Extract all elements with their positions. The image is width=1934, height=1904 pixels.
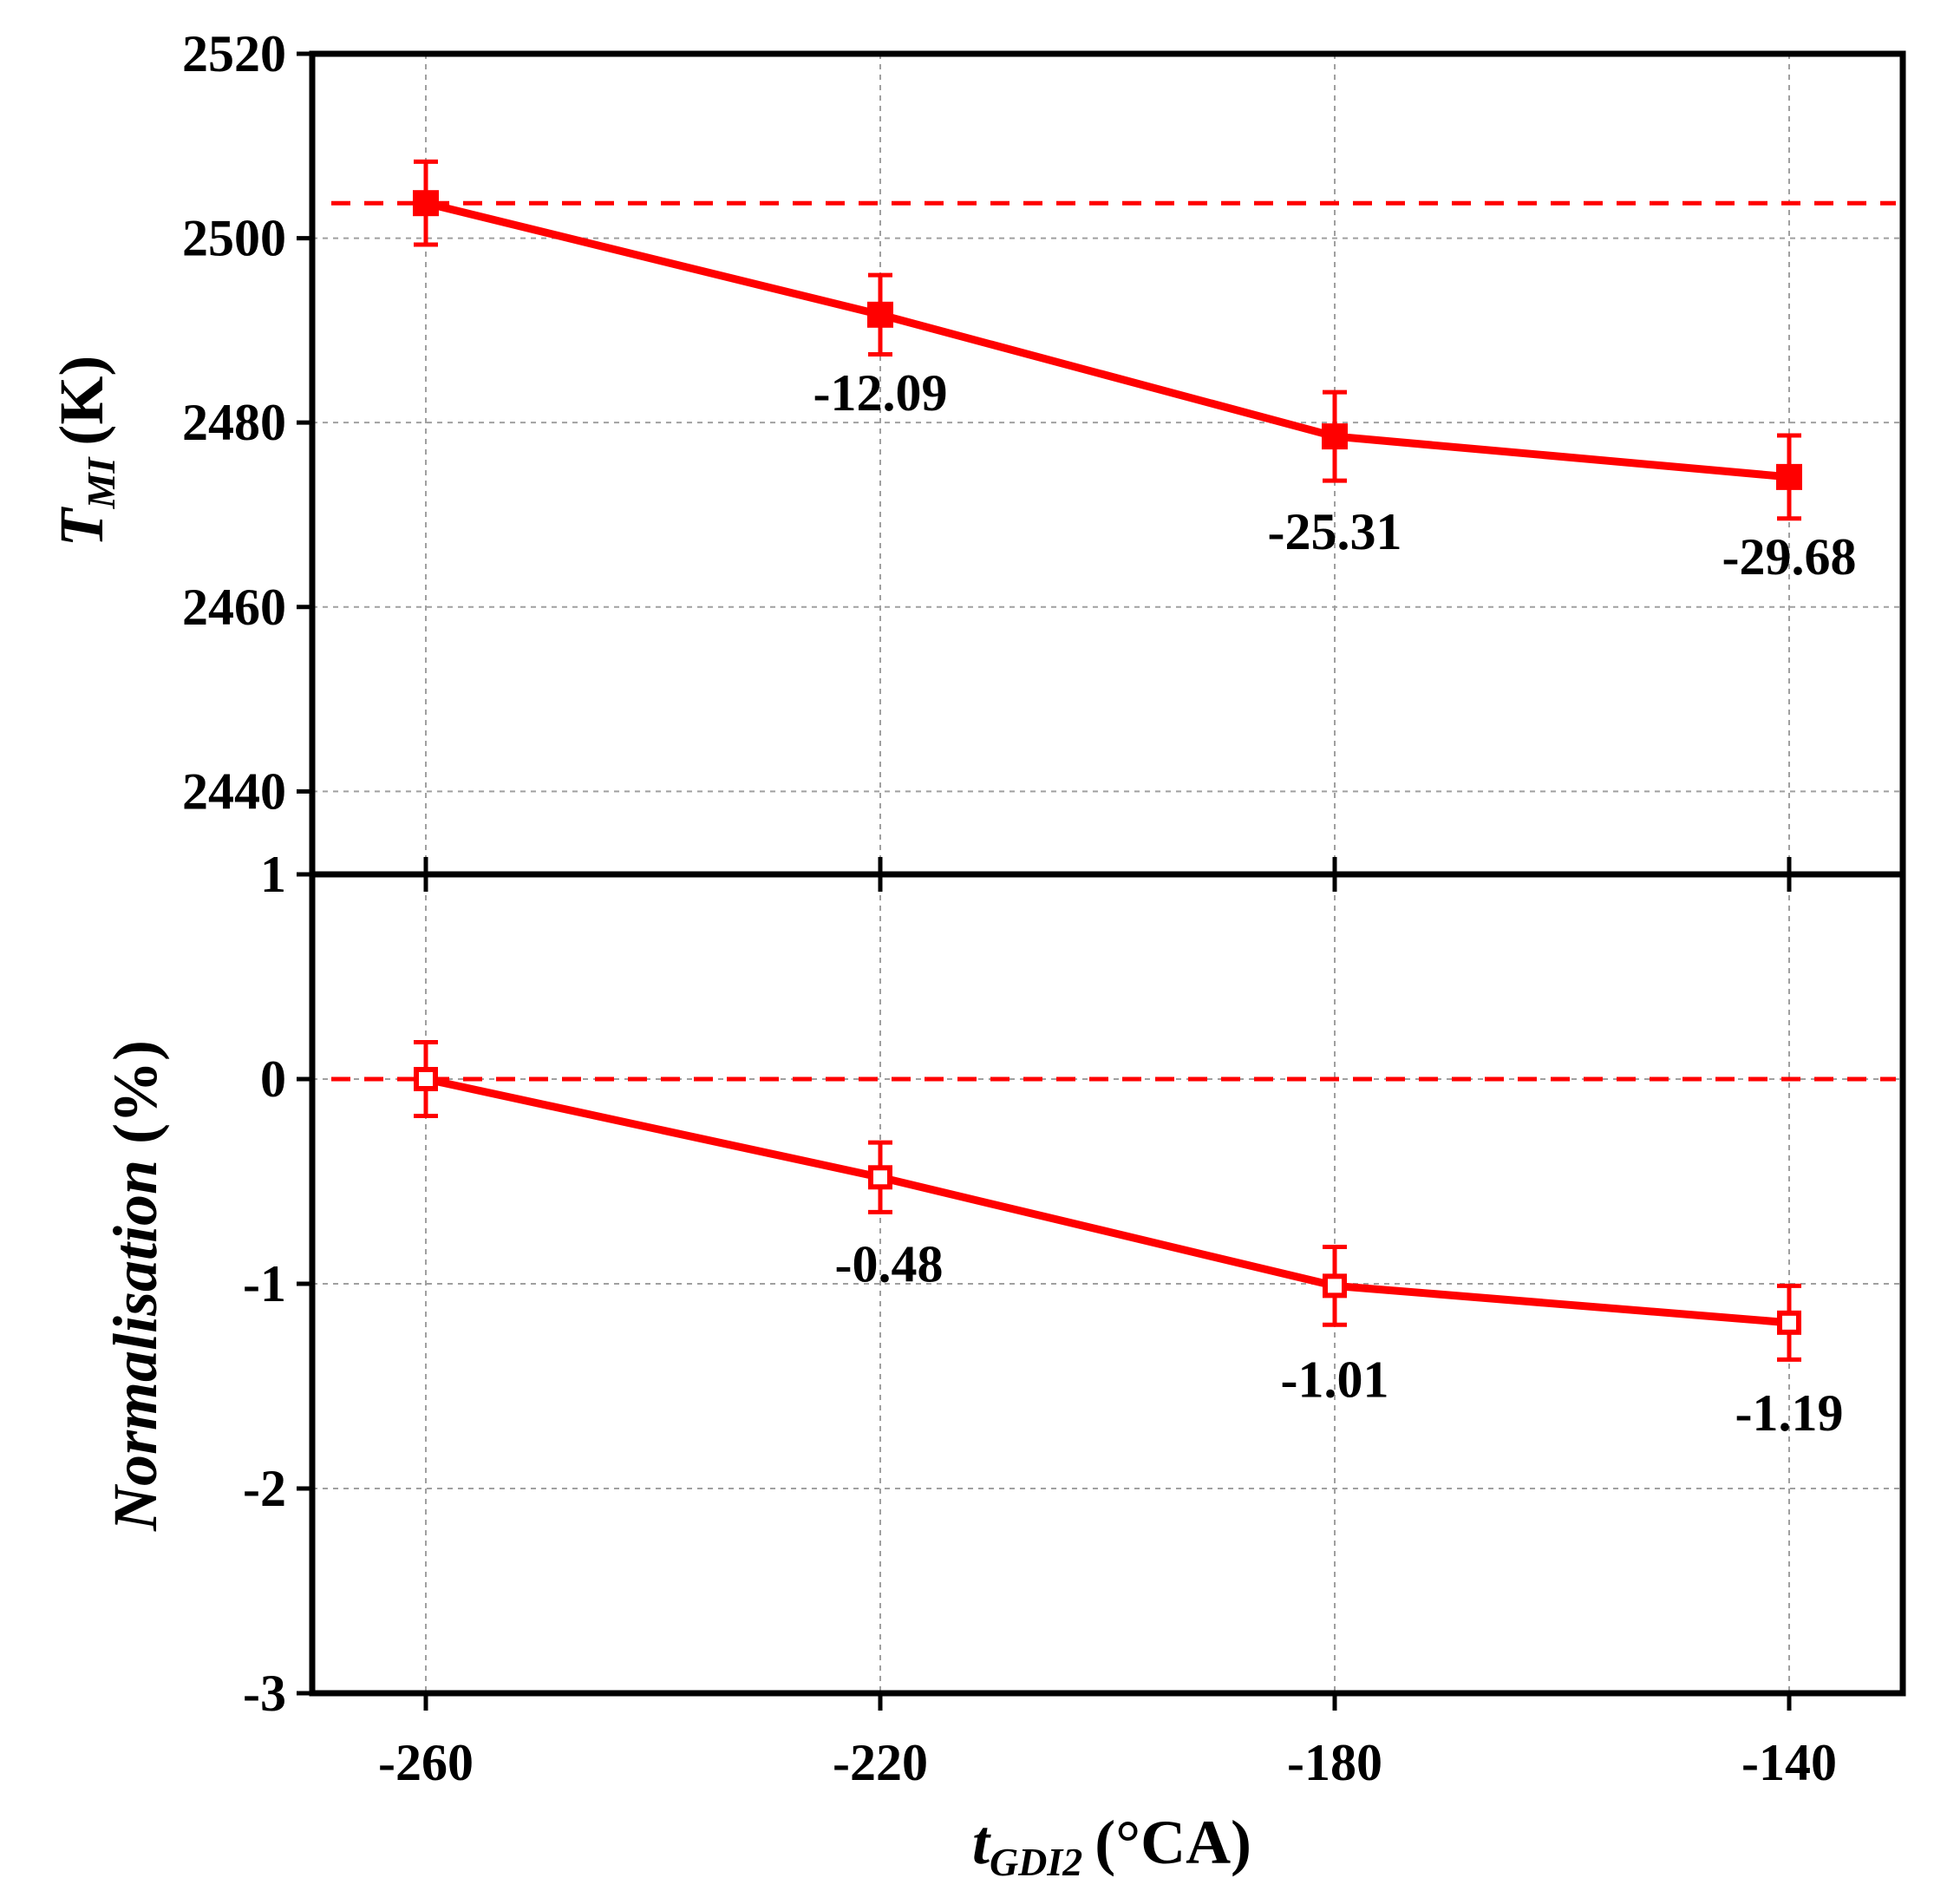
top-data-label-1: -12.09 [813, 364, 948, 422]
top-y-axis-title: TMI (K) [47, 356, 123, 547]
top-series-line [424, 199, 1790, 481]
top-y-title-unit: (K) [47, 356, 116, 446]
x-tick-label-3: -140 [1741, 1734, 1837, 1791]
bottom-marker-2 [1323, 1273, 1347, 1299]
frame-layer [309, 50, 1906, 1697]
top-ytick-label-3: 2500 [182, 210, 286, 267]
top-ytick-label-0: 2440 [182, 762, 286, 820]
bottom-data-label-1: -0.48 [835, 1235, 944, 1292]
reference-lines [331, 200, 1896, 1082]
x-title-unit: (°CA) [1094, 1808, 1251, 1877]
grid-layer [312, 54, 1903, 1693]
top-marker-1 [867, 301, 893, 328]
bottom-y-title-unit: (%) [101, 1040, 170, 1144]
bottom-data-label-3: -1.19 [1735, 1384, 1844, 1442]
top-marker-0 [413, 190, 439, 217]
top-y-title-main: T [47, 506, 116, 546]
x-axis-title: tGDI2 (°CA) [972, 1808, 1251, 1884]
x-tick-label-2: -180 [1287, 1734, 1382, 1791]
bottom-ytick-label-1: -2 [243, 1460, 286, 1517]
x-title-main: t [972, 1808, 991, 1877]
bottom-marker-1 [868, 1165, 892, 1190]
bottom-marker-0 [414, 1067, 438, 1091]
x-title-sub: GDI2 [990, 1840, 1082, 1884]
top-data-label-3: -29.68 [1722, 528, 1857, 586]
bottom-y-title-main: Normalisation [101, 1160, 170, 1532]
bottom-data-label-2: -1.01 [1281, 1351, 1389, 1408]
x-tick-label-0: -260 [378, 1734, 474, 1791]
top-ytick-label-1: 2460 [182, 579, 286, 636]
top-ytick-label-2: 2480 [182, 394, 286, 451]
bottom-y-axis-title: Normalisation (%) [101, 1040, 170, 1532]
bottom-marker-3 [1777, 1310, 1801, 1335]
bottom-ytick-label-2: -1 [243, 1255, 286, 1312]
top-marker-2 [1322, 423, 1348, 450]
bottom-ytick-label-4: 1 [260, 846, 286, 903]
bottom-ytick-label-0: -3 [243, 1665, 286, 1722]
top-data-label-2: -25.31 [1268, 503, 1402, 560]
bottom-ytick-label-3: 0 [260, 1050, 286, 1108]
labels-layer: 2440 2460 2480 2500 2520 -12.09 -25.31 -29.68 -3… [182, 25, 1856, 1791]
top-y-title-sub: MI [79, 455, 123, 509]
top-marker-3 [1776, 463, 1802, 490]
x-tick-label-1: -220 [833, 1734, 928, 1791]
bottom-series-line [425, 1075, 1790, 1327]
top-ytick-label-4: 2520 [182, 25, 286, 82]
ticks-layer [297, 51, 1792, 1711]
series-layer [413, 159, 1802, 1362]
